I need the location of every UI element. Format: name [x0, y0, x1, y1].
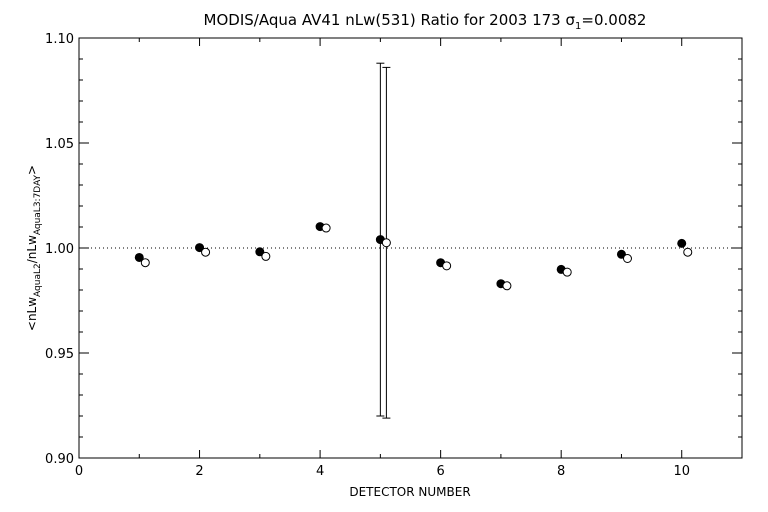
plot-frame — [78, 37, 743, 459]
x-tick-label: 0 — [75, 464, 83, 479]
y-axis-label: <nLwAquaL2/nLwAquaL3:7DAY> — [25, 165, 43, 331]
data-point-open — [140, 258, 150, 268]
x-tick-label: 4 — [316, 464, 324, 479]
data-point-filled — [134, 252, 144, 262]
data-point-open — [683, 247, 693, 257]
data-point-open — [442, 261, 452, 271]
data-point-filled — [677, 238, 687, 248]
ticks-layer: 0 2 4 6 8 10 0.90 0.95 1.00 1.05 1.10 — [45, 32, 742, 479]
x-tick-label: 6 — [436, 464, 444, 479]
data-point-open — [381, 238, 391, 248]
y-tick-label: 1.00 — [45, 242, 74, 257]
data-point-filled — [255, 247, 265, 257]
data-point-open — [622, 254, 632, 263]
data-point-filled — [616, 249, 626, 259]
y-tick-label: 1.10 — [45, 32, 74, 47]
y-tick-label: 1.05 — [45, 137, 74, 152]
data-point-open — [321, 223, 331, 233]
data-point-open — [502, 281, 512, 291]
x-axis-label: DETECTOR NUMBER — [349, 485, 470, 499]
data-point-open — [261, 251, 271, 261]
data-point-filled — [195, 243, 205, 253]
x-tick-label: 8 — [557, 464, 565, 479]
data-point-open — [562, 267, 572, 277]
data-point-open — [201, 247, 211, 257]
y-tick-label: 0.95 — [45, 347, 74, 362]
points-layer — [134, 222, 693, 291]
x-tick-label: 10 — [673, 464, 690, 479]
y-tick-label: 0.90 — [45, 452, 74, 467]
chart-title: MODIS/Aqua AV41 nLw(531) Ratio for 2003 … — [204, 11, 647, 32]
plot-area-border — [78, 37, 743, 459]
x-tick-label: 2 — [195, 464, 203, 479]
